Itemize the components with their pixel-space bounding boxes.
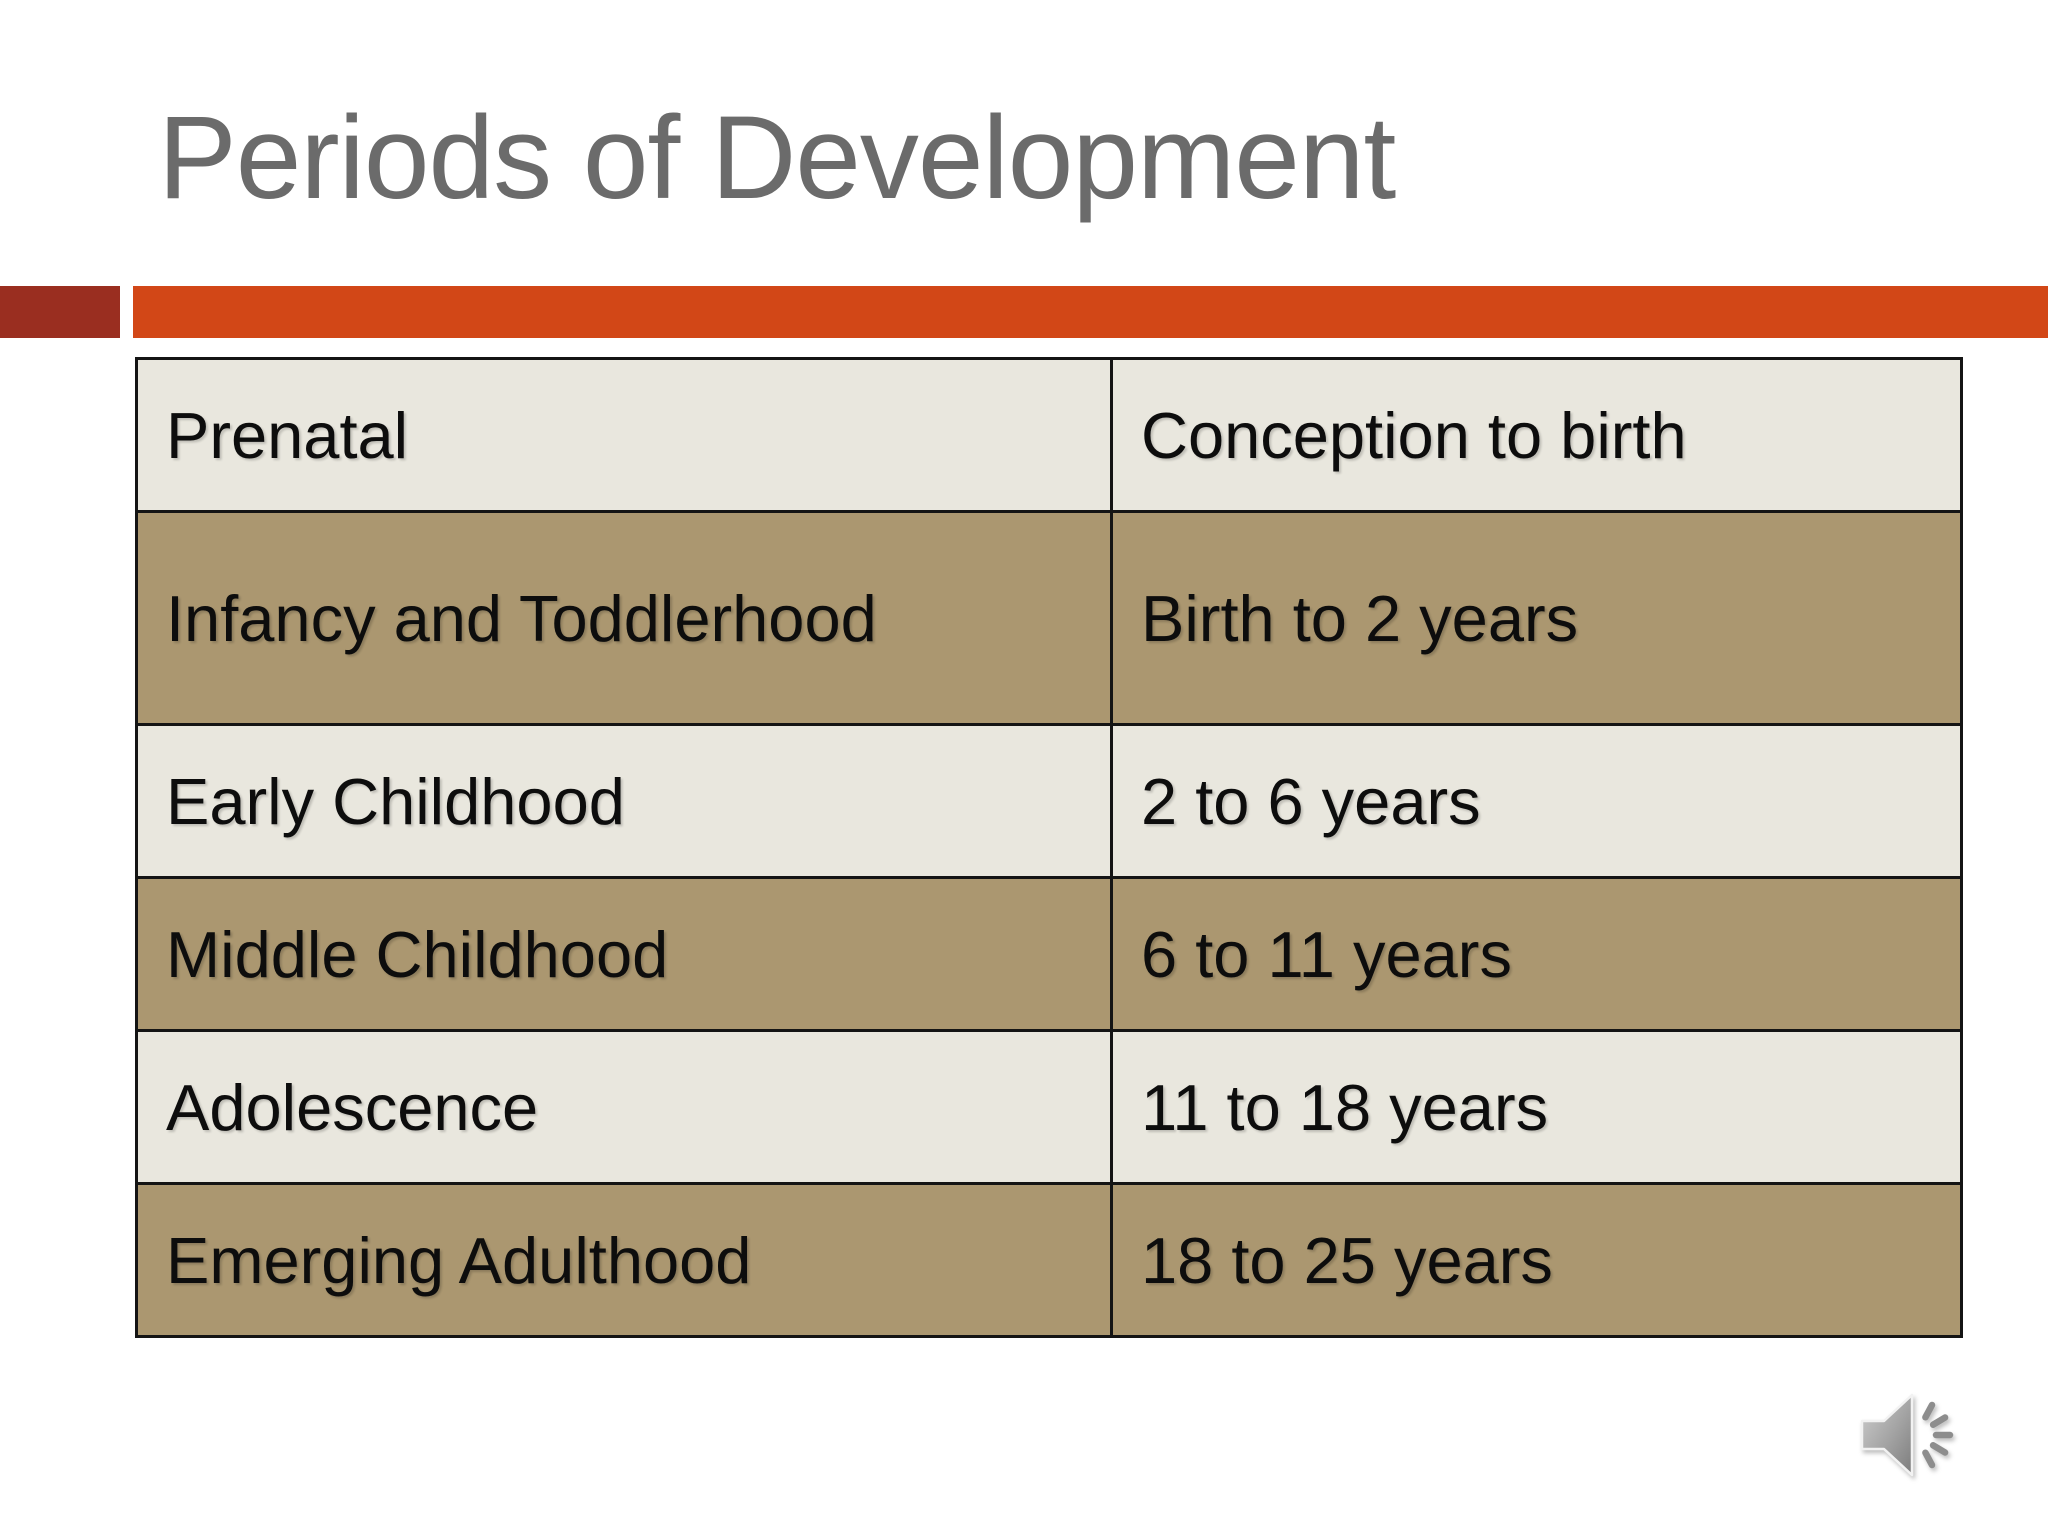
period-cell: Infancy and Toddlerhood [135,510,1113,726]
table-row: Adolescence 11 to 18 years [135,1029,1963,1185]
table-row: Middle Childhood 6 to 11 years [135,876,1963,1032]
table-row: Prenatal Conception to birth [135,357,1963,513]
age-range-cell: Birth to 2 years [1110,510,1963,726]
speaker-icon[interactable] [1855,1385,1957,1485]
age-range-cell: 11 to 18 years [1110,1029,1963,1185]
table-row: Early Childhood 2 to 6 years [135,723,1963,879]
age-range-cell: 6 to 11 years [1110,876,1963,1032]
table-row: Emerging Adulthood 18 to 25 years [135,1182,1963,1338]
period-cell: Early Childhood [135,723,1113,879]
table-row: Infancy and Toddlerhood Birth to 2 years [135,510,1963,726]
age-range-cell: Conception to birth [1110,357,1963,513]
period-cell: Emerging Adulthood [135,1182,1113,1338]
period-cell: Adolescence [135,1029,1113,1185]
age-range-cell: 2 to 6 years [1110,723,1963,879]
page-title: Periods of Development [158,92,1396,224]
accent-bar-orange [133,286,2048,338]
accent-bar-left-red [0,286,120,338]
age-range-cell: 18 to 25 years [1110,1182,1963,1338]
period-cell: Middle Childhood [135,876,1113,1032]
periods-table: Prenatal Conception to birth Infancy and… [135,357,1963,1338]
period-cell: Prenatal [135,357,1113,513]
